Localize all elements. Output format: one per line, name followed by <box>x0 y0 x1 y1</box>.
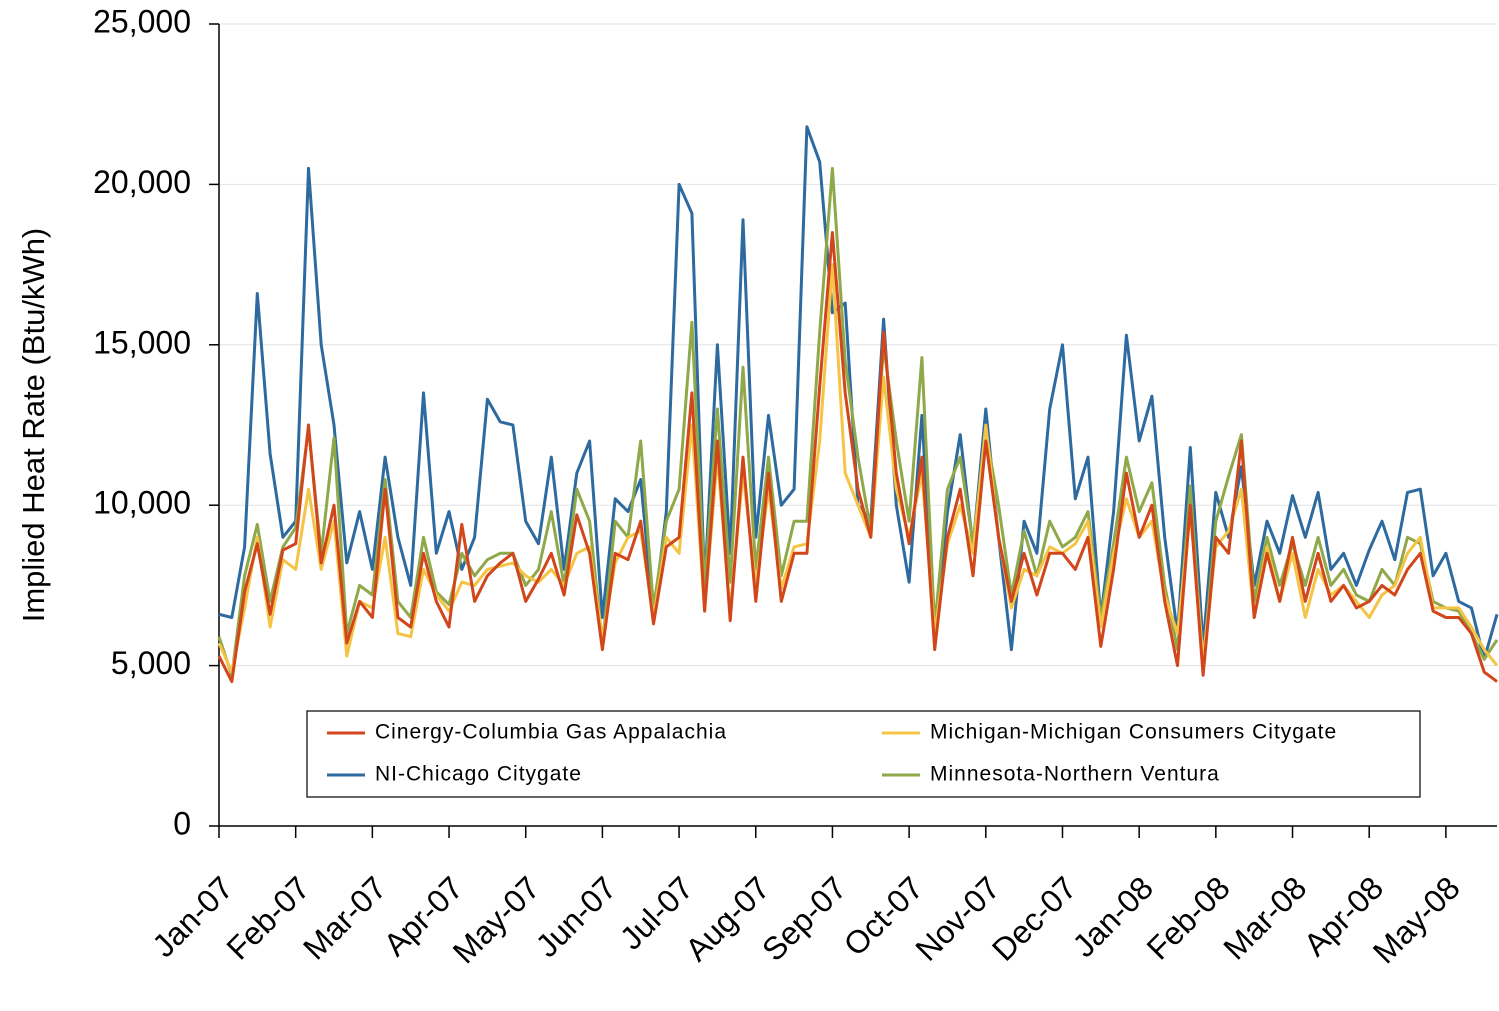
legend-label: Minnesota-Northern Ventura <box>930 763 1220 786</box>
series-line <box>217 166 1499 677</box>
y-tick-label: 15,000 <box>93 324 191 360</box>
series-line <box>218 125 1499 661</box>
series-line <box>217 231 1498 684</box>
x-tick-label: Feb-07 <box>219 869 316 966</box>
x-tick-label: Jun-07 <box>529 869 624 964</box>
y-axis-title: Implied Heat Rate (Btu/kWh) <box>16 228 51 623</box>
y-tick-label: 20,000 <box>93 164 191 200</box>
legend-label: NI-Chicago Citygate <box>375 763 582 786</box>
y-tick-label: 10,000 <box>93 485 191 521</box>
x-tick-label: Dec-07 <box>985 869 1083 967</box>
legend-label: Michigan-Michigan Consumers Citygate <box>930 721 1337 744</box>
x-tick-label: Nov-07 <box>908 869 1006 967</box>
x-tick-label: Jan-07 <box>145 869 240 964</box>
x-tick-label: Feb-08 <box>1140 869 1237 966</box>
legend-label: Cinergy-Columbia Gas Appalachia <box>375 721 727 744</box>
legend-box <box>306 710 1421 798</box>
x-tick-label: Jan-08 <box>1065 869 1160 964</box>
x-tick-label: Mar-08 <box>1216 869 1313 966</box>
x-tick-label: Sep-07 <box>755 869 853 967</box>
y-tick-label: 25,000 <box>93 3 191 39</box>
y-tick-label: 5,000 <box>111 645 191 681</box>
legend: Cinergy-Columbia Gas Appalachia Michigan-… <box>306 710 1421 798</box>
x-tick-label: May-08 <box>1366 869 1467 970</box>
x-tick-label: Mar-07 <box>296 869 393 966</box>
x-tick-label: Aug-07 <box>678 869 776 967</box>
y-tick-label: 0 <box>173 805 191 841</box>
x-tick-label: May-07 <box>446 869 547 970</box>
